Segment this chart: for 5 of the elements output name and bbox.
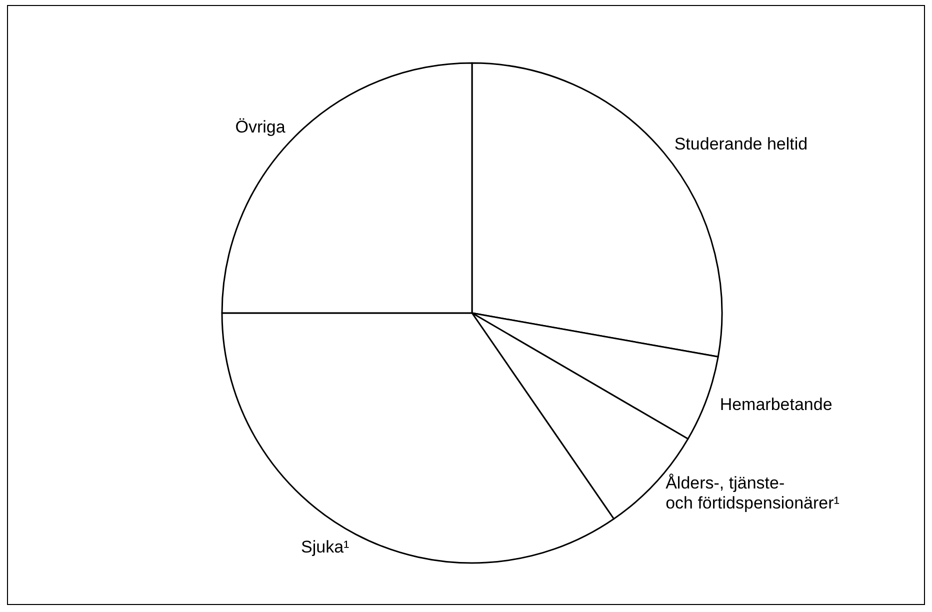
slice-label: Hemarbetande (720, 394, 832, 414)
slice-label: Sjuka¹ (301, 538, 350, 557)
slice-label: Övriga (235, 117, 286, 136)
slice-label: Ålders-, tjänste- och förtidspensionärer¹ (666, 474, 840, 513)
slice-label: Studerande heltid (674, 134, 808, 154)
